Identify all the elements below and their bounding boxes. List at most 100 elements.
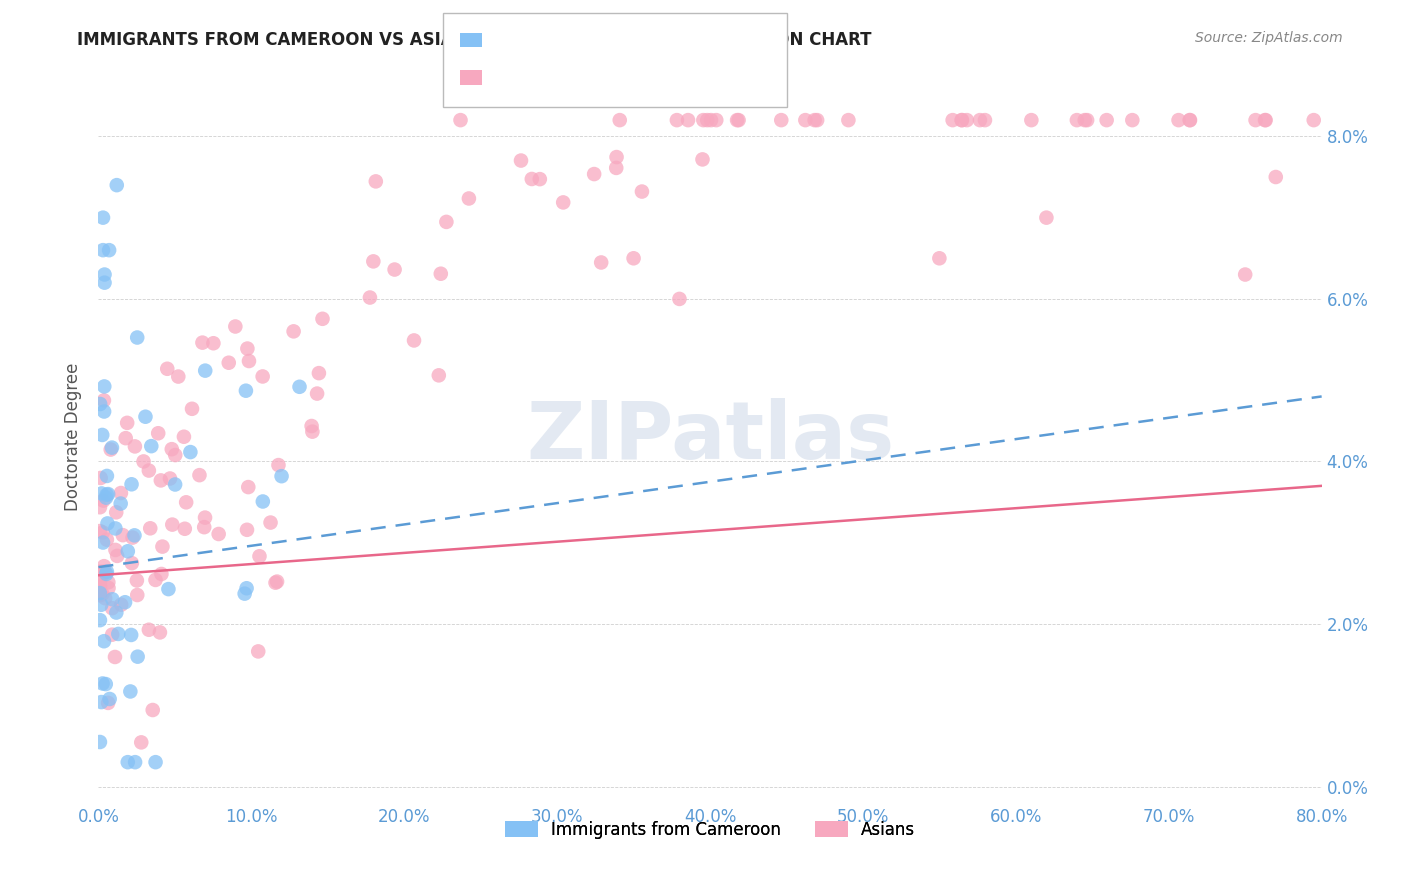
Point (91, 535, 114, 549)
Point (91, 525, 114, 540)
Point (1074, 113, 1097, 128)
Text: ZIPatlas: ZIPatlas (526, 398, 894, 476)
Point (94, 491, 117, 505)
Point (194, 364, 217, 378)
Point (450, 113, 472, 128)
Point (121, 477, 143, 491)
Point (283, 324, 305, 338)
Point (96, 469, 118, 483)
Point (605, 161, 627, 175)
Text: N =: N = (600, 69, 652, 87)
Point (301, 419, 323, 434)
Point (90, 695, 112, 709)
Point (127, 330, 149, 344)
Point (98, 243, 121, 257)
Point (218, 356, 240, 370)
Point (105, 505, 128, 519)
Point (90, 471, 112, 485)
Point (167, 369, 190, 384)
Point (105, 606, 128, 620)
Point (138, 623, 160, 637)
Point (142, 703, 165, 717)
Point (114, 595, 136, 609)
Point (606, 150, 628, 164)
Point (238, 480, 260, 494)
Text: N =: N = (600, 31, 652, 49)
Point (1264, 169, 1286, 184)
Point (1121, 113, 1143, 128)
Point (110, 497, 132, 511)
Point (307, 386, 329, 401)
Point (89, 524, 111, 538)
Point (114, 431, 136, 445)
Point (165, 448, 187, 462)
Point (1254, 113, 1277, 128)
Point (553, 195, 575, 210)
Point (97, 696, 120, 710)
Point (91, 676, 114, 690)
Point (93, 268, 115, 282)
Point (93, 565, 115, 579)
Point (676, 113, 699, 128)
Point (94, 591, 117, 606)
Point (96, 516, 118, 531)
Point (1021, 113, 1043, 128)
Point (91, 587, 114, 601)
Text: Source: ZipAtlas.com: Source: ZipAtlas.com (1195, 31, 1343, 45)
Point (969, 113, 991, 128)
Point (191, 335, 214, 350)
Point (117, 755, 139, 769)
Point (402, 334, 425, 348)
Point (89, 588, 111, 602)
Point (124, 439, 146, 453)
Point (179, 445, 201, 459)
Point (149, 474, 172, 488)
Point (97, 581, 120, 595)
Point (974, 113, 997, 128)
Point (806, 113, 828, 128)
Point (233, 587, 256, 601)
Point (89, 613, 111, 627)
Point (97, 575, 120, 590)
Point (188, 468, 211, 483)
Point (96, 566, 118, 581)
Point (950, 113, 973, 128)
Point (110, 486, 132, 500)
Point (270, 469, 292, 483)
Point (89, 580, 111, 594)
Point (100, 442, 122, 457)
Point (1244, 113, 1267, 128)
Point (124, 755, 146, 769)
Point (127, 588, 149, 602)
Point (89, 577, 111, 591)
Y-axis label: Doctorate Degree: Doctorate Degree (65, 363, 83, 511)
Point (696, 113, 718, 128)
Point (363, 254, 385, 268)
Point (384, 262, 406, 277)
Point (159, 471, 181, 485)
Point (105, 549, 128, 563)
Point (93, 404, 115, 418)
Point (93, 493, 115, 508)
Point (236, 523, 259, 537)
Point (93, 559, 115, 574)
Point (704, 113, 727, 128)
Point (132, 454, 155, 468)
Point (794, 113, 817, 128)
Point (125, 574, 148, 588)
Point (193, 520, 215, 534)
Point (727, 113, 749, 128)
Point (89, 571, 111, 585)
Point (264, 575, 287, 590)
Point (145, 755, 167, 769)
Point (1035, 211, 1057, 225)
Point (700, 113, 723, 128)
Point (529, 172, 551, 186)
Point (149, 625, 172, 640)
Point (288, 380, 311, 394)
Point (120, 684, 142, 698)
Point (609, 113, 631, 128)
Point (1302, 113, 1324, 128)
Point (89, 500, 111, 515)
Point (631, 185, 654, 199)
